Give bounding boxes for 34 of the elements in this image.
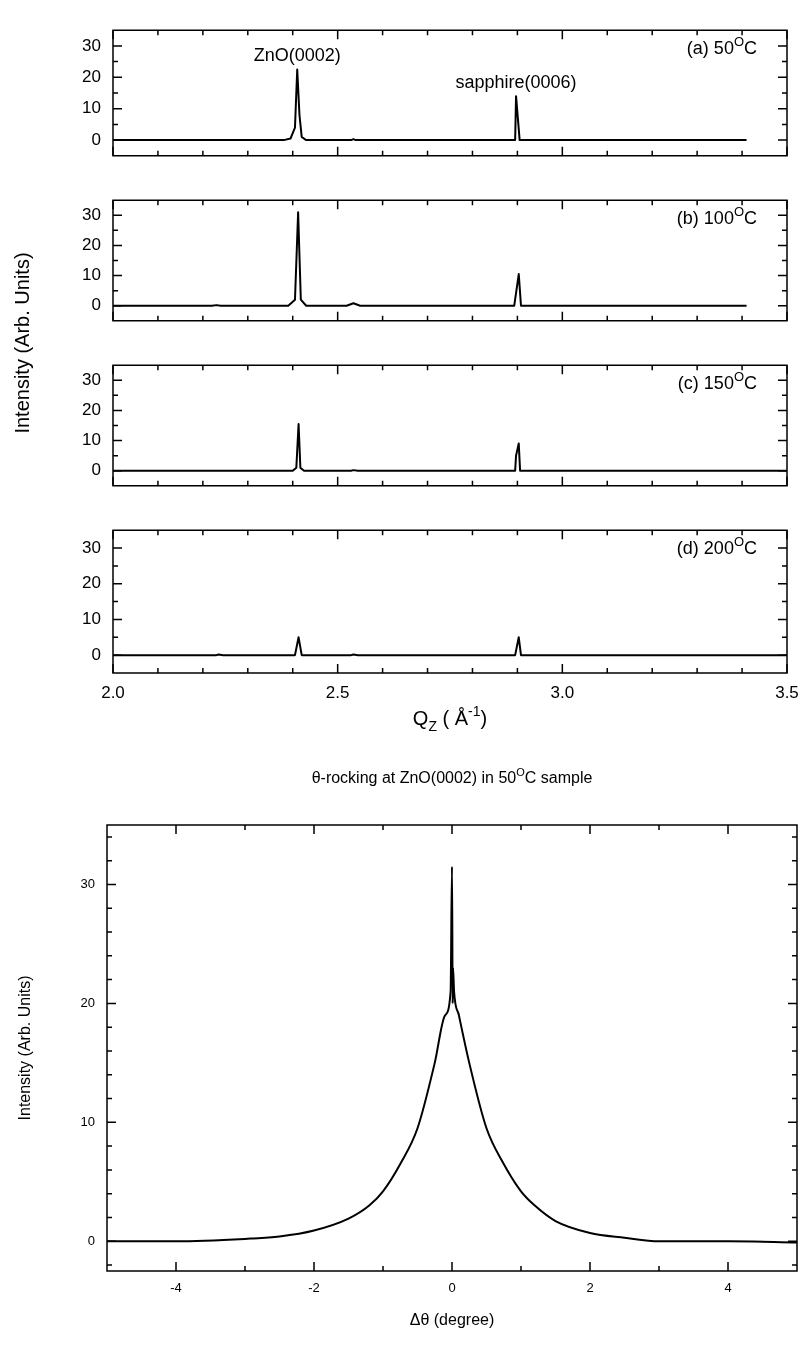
y-tick-label: 10 [82,265,101,285]
y-tick-label: 20 [82,400,101,420]
y-tick-label: 0 [91,460,101,480]
y-axis-title: Intensity (Arb. Units) [10,252,34,434]
y-tick-label: 0 [91,129,101,149]
y-tick-label: 30 [82,537,101,557]
y-tick-label: 30 [80,876,95,892]
y-tick-label: 10 [82,609,101,629]
y-tick-label: 10 [80,1113,95,1129]
x-tick-label: -4 [170,1280,182,1296]
x-tick-label: 0 [448,1280,456,1296]
y-tick-label: 20 [82,66,101,86]
y-tick-label: 0 [87,1232,95,1248]
x-tick-label: -2 [308,1280,320,1296]
y-tick-label: 0 [91,644,101,664]
annotation: sapphire(0006) [455,72,577,93]
y-tick-label: 30 [82,369,101,389]
x-tick-label: 2.5 [325,682,350,702]
y-tick-label: 10 [82,98,101,118]
x-axis-title: Δθ (degree) [409,1311,495,1328]
y-tick-label: 0 [91,295,101,315]
x-tick-label: 2.0 [101,682,125,702]
y-tick-label: 10 [82,430,101,450]
y-tick-label: 20 [82,235,101,255]
x-tick-label: 2 [586,1280,594,1296]
x-tick-label: 3.5 [775,682,799,702]
y-axis-title: Intensity (Arb. Units) [16,975,33,1121]
y-tick-label: 30 [82,35,101,55]
y-tick-label: 20 [82,573,101,593]
x-tick-label: 3.0 [550,682,575,702]
annotation: ZnO(0002) [253,45,341,66]
x-tick-label: 4 [724,1280,732,1296]
y-tick-label: 30 [82,204,101,224]
y-tick-label: 20 [80,994,95,1010]
